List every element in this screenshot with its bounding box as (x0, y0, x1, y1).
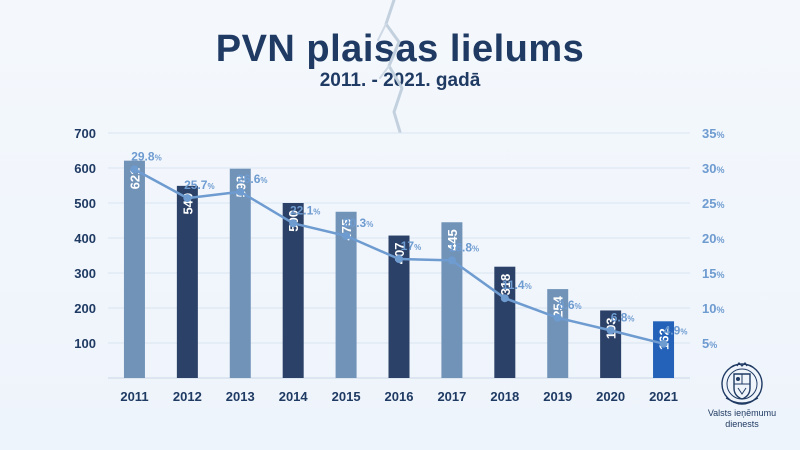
bar-2021 (653, 321, 675, 378)
x-tick-label: 2015 (332, 389, 361, 404)
percent-point-2017 (447, 256, 456, 265)
bar-2019 (547, 289, 569, 378)
x-tick-label: 2013 (226, 389, 255, 404)
bar-2020 (600, 310, 622, 378)
x-tick-label: 2021 (649, 389, 678, 404)
y-left-tick-label: 700 (74, 126, 96, 141)
percent-value-label: 6.8% (611, 310, 635, 324)
bar-2014 (282, 203, 304, 378)
crack-decoration-branch (377, 23, 390, 79)
percent-value-label: 22.1% (290, 203, 320, 217)
bar-2015 (335, 211, 357, 378)
y-left-tick-label: 300 (74, 266, 96, 281)
y-right-tick-label: 30% (702, 161, 724, 176)
y-right-tick-label: 35% (702, 126, 724, 141)
y-right-tick-label: 15% (702, 266, 724, 281)
percent-point-2018 (500, 294, 509, 303)
percent-value-label: 29.8% (131, 149, 161, 163)
x-tick-label: 2019 (543, 389, 572, 404)
percent-point-2020 (606, 326, 615, 335)
percent-value-label: 16.8% (449, 240, 479, 254)
bar-2012 (176, 185, 198, 378)
chart-title: PVN plaisas lielums (215, 28, 585, 70)
percent-value-label: 8.6% (558, 298, 582, 312)
x-tick-label: 2016 (385, 389, 414, 404)
y-right-tick-label: 25% (702, 196, 724, 211)
organization-name: Valsts ieņēmumu dienests (707, 408, 777, 429)
x-tick-label: 2014 (279, 389, 309, 404)
x-tick-label: 2020 (596, 389, 625, 404)
bar-value-label: 445 (445, 229, 460, 251)
y-left-tick-label: 400 (74, 231, 96, 246)
percent-value-label: 17% (401, 239, 421, 253)
percent-value-label: 20.3% (343, 216, 373, 230)
percent-point-2011 (130, 165, 139, 174)
percent-point-2013 (236, 187, 245, 196)
y-left-tick-label: 100 (74, 336, 96, 351)
y-left-tick-label: 500 (74, 196, 96, 211)
y-right-tick-label: 5% (702, 336, 717, 351)
x-tick-label: 2018 (490, 389, 519, 404)
y-right-tick-label: 10% (702, 301, 724, 316)
y-right-tick-label: 20% (702, 231, 724, 246)
chart-subtitle: 2011. - 2021. gadā (319, 70, 481, 91)
coat-of-arms-icon (721, 362, 763, 405)
percent-point-2016 (395, 255, 403, 263)
bar-value-label: 318 (498, 274, 513, 296)
bar-value-label: 254 (551, 295, 566, 317)
percent-point-2012 (183, 194, 192, 203)
percent-point-2019 (553, 313, 562, 322)
x-tick-label: 2017 (437, 389, 466, 404)
bar-2016 (388, 235, 410, 378)
percent-point-2014 (289, 219, 298, 228)
percent-point-2021 (659, 339, 668, 348)
y-left-tick-label: 200 (74, 301, 96, 316)
x-tick-label: 2011 (120, 389, 148, 404)
percent-point-2015 (342, 231, 351, 240)
y-left-tick-label: 600 (74, 161, 96, 176)
bar-2013 (229, 168, 251, 378)
percent-value-label: 25.7% (184, 178, 214, 192)
x-tick-label: 2012 (173, 389, 202, 404)
percent-value-label: 4.9% (664, 324, 688, 338)
percent-value-label: 11.4% (502, 278, 532, 292)
bar-2011 (123, 160, 145, 378)
percent-value-label: 26.6% (237, 172, 267, 186)
